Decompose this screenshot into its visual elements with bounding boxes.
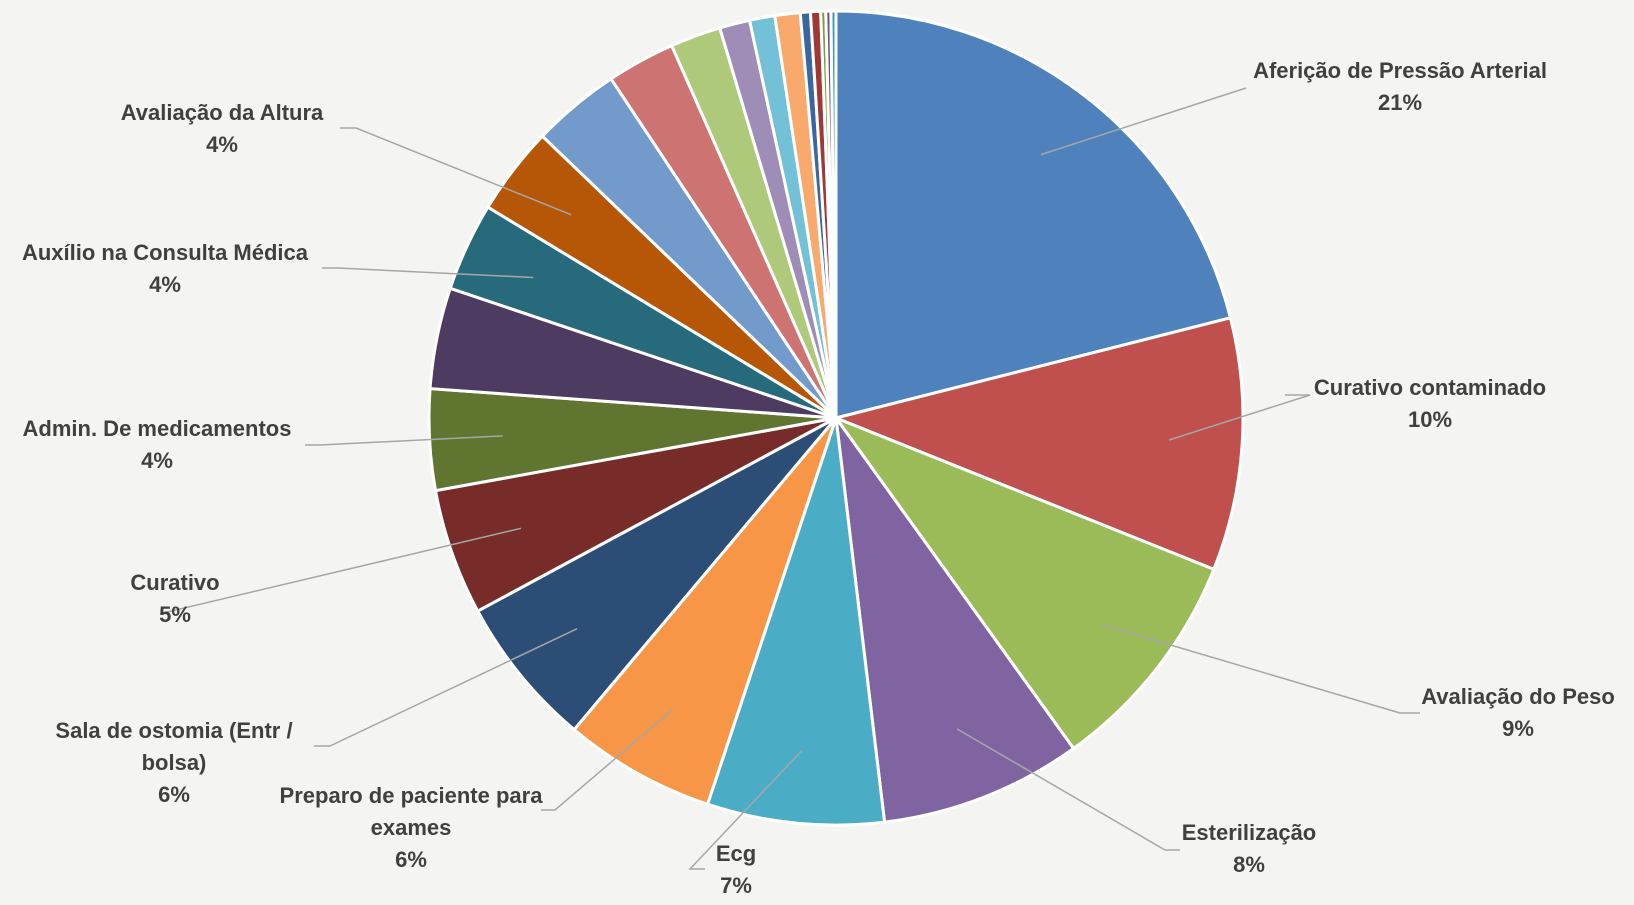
slice-label: Avaliação do Peso 9% [1421, 684, 1615, 741]
leader-line [314, 628, 578, 747]
leader-line [305, 435, 503, 446]
leader-line [162, 527, 522, 614]
leader-line [322, 267, 534, 279]
leader-line [541, 708, 674, 811]
pie-slice [831, 414, 1216, 751]
pie-slices [427, 9, 1245, 827]
slice-label: Curativo 5% [130, 570, 219, 627]
leader-line [1098, 622, 1420, 714]
slice-label: Aferição de Pressão Arterial 21% [1253, 58, 1547, 115]
pie-data-labels: Aferição de Pressão Arterial 21% Curativo … [22, 58, 1615, 898]
leader-line [1040, 87, 1247, 156]
pie-slice [834, 9, 1233, 420]
slice-label: Preparo de paciente para exames 6% [280, 783, 544, 872]
leader-line [340, 127, 572, 216]
slice-label: Sala de ostomia (Entr / bolsa) 6% [55, 718, 292, 807]
pie-slice [834, 417, 1076, 824]
slice-label: Curativo contaminado 10% [1314, 375, 1546, 432]
leader-line [956, 728, 1180, 851]
leader-line [688, 749, 803, 870]
pie-slice [831, 316, 1245, 572]
slice-label: Auxílio na Consulta Médica 4% [22, 240, 309, 297]
slice-label: Avaliação da Altura 4% [121, 100, 324, 157]
slice-label: Esterilização 8% [1182, 820, 1317, 877]
slice-label: Ecg 7% [716, 841, 756, 898]
pie-slice [475, 416, 838, 732]
pie-slice [572, 417, 838, 807]
slice-label: Admin. De medicamentos 4% [23, 416, 292, 473]
pie-slice [705, 417, 887, 827]
leader-line [1168, 394, 1311, 441]
pie-slice [829, 9, 838, 419]
